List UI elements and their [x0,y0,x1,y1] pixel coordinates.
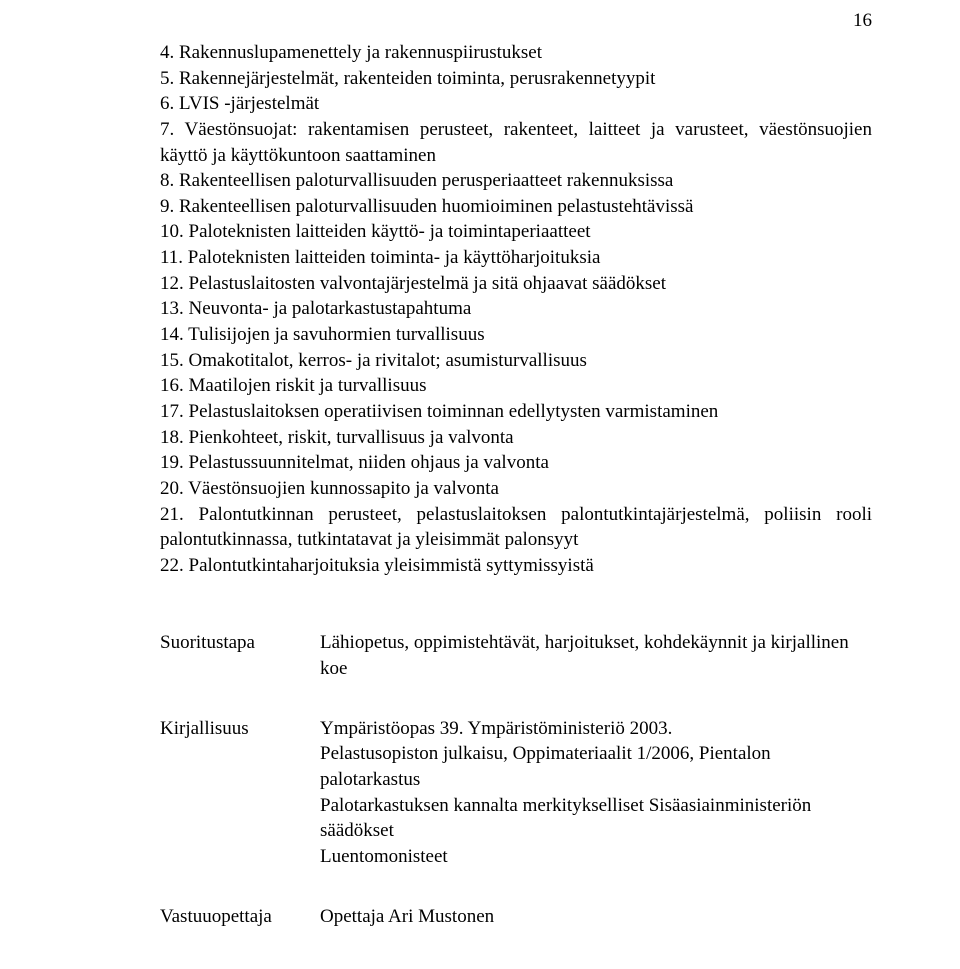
def-text: Lähiopetus, oppimistehtävät, harjoitukse… [320,630,872,681]
list-item: 20. Väestönsuojien kunnossapito ja valvo… [160,476,872,502]
list-item: 11. Paloteknisten laitteiden toiminta- j… [160,245,872,271]
list-item: 13. Neuvonta- ja palotarkastustapahtuma [160,296,872,322]
list-item: 8. Rakenteellisen paloturvallisuuden per… [160,168,872,194]
list-item: 10. Paloteknisten laitteiden käyttö- ja … [160,219,872,245]
list-item: 4. Rakennuslupamenettely ja rakennuspiir… [160,40,872,66]
def-line: Luentomonisteet [320,844,872,870]
list-item: 18. Pienkohteet, riskit, turvallisuus ja… [160,425,872,451]
def-text: Opettaja Ari Mustonen [320,904,872,930]
def-body-kirjallisuus: Ympäristöopas 39. Ympäristöministeriö 20… [320,716,872,870]
list-item: 22. Palontutkintaharjoituksia yleisimmis… [160,553,872,579]
definitions: Suoritustapa Lähiopetus, oppimistehtävät… [160,630,872,929]
def-term-kirjallisuus: Kirjallisuus [160,716,320,870]
def-line: Palotarkastuksen kannalta merkityksellis… [320,793,872,844]
def-body-suoritustapa: Lähiopetus, oppimistehtävät, harjoitukse… [320,630,872,681]
def-suoritustapa: Suoritustapa Lähiopetus, oppimistehtävät… [160,630,872,681]
list-item: 16. Maatilojen riskit ja turvallisuus [160,373,872,399]
def-line: Pelastusopiston julkaisu, Oppimateriaali… [320,741,872,792]
list-item: 19. Pelastussuunnitelmat, niiden ohjaus … [160,450,872,476]
def-body-vastuuopettaja: Opettaja Ari Mustonen [320,904,872,930]
list-item: 21. Palontutkinnan perusteet, pelastusla… [160,502,872,553]
list-item: 17. Pelastuslaitoksen operatiivisen toim… [160,399,872,425]
def-vastuuopettaja: Vastuuopettaja Opettaja Ari Mustonen [160,904,872,930]
list-item: 15. Omakotitalot, kerros- ja rivitalot; … [160,348,872,374]
list-item: 7. Väestönsuojat: rakentamisen perusteet… [160,117,872,168]
numbered-list: 4. Rakennuslupamenettely ja rakennuspiir… [160,40,872,578]
def-term-suoritustapa: Suoritustapa [160,630,320,681]
list-item: 12. Pelastuslaitosten valvontajärjestelm… [160,271,872,297]
def-kirjallisuus: Kirjallisuus Ympäristöopas 39. Ympäristö… [160,716,872,870]
list-item: 9. Rakenteellisen paloturvallisuuden huo… [160,194,872,220]
page: 16 4. Rakennuslupamenettely ja rakennusp… [0,0,960,969]
def-term-vastuuopettaja: Vastuuopettaja [160,904,320,930]
def-line: Ympäristöopas 39. Ympäristöministeriö 20… [320,716,872,742]
list-item: 5. Rakennejärjestelmät, rakenteiden toim… [160,66,872,92]
list-item: 14. Tulisijojen ja savuhormien turvallis… [160,322,872,348]
list-item: 6. LVIS -järjestelmät [160,91,872,117]
page-number: 16 [853,8,872,34]
